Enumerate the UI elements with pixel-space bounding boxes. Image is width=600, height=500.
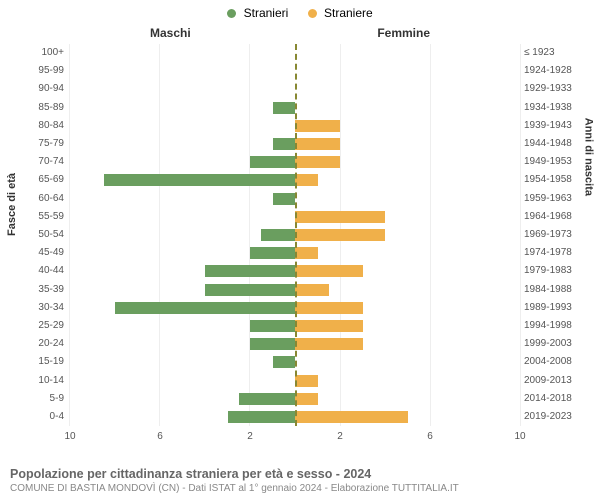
year-label: 2004-2008	[524, 356, 594, 367]
header-male: Maschi	[150, 26, 191, 40]
age-label: 15-19	[14, 356, 64, 367]
year-label: 1934-1938	[524, 102, 594, 113]
year-label: 1964-1968	[524, 211, 594, 222]
bar-male	[273, 138, 296, 150]
bar-male	[273, 102, 296, 114]
year-label: 1994-1998	[524, 320, 594, 331]
age-label: 60-64	[14, 193, 64, 204]
plot-area	[70, 44, 520, 426]
age-label: 75-79	[14, 138, 64, 149]
year-label: ≤ 1923	[524, 47, 594, 58]
age-label: 100+	[14, 47, 64, 58]
age-label: 35-39	[14, 284, 64, 295]
bar-male	[104, 174, 295, 186]
age-label: 50-54	[14, 229, 64, 240]
header-female: Femmine	[377, 26, 430, 40]
bar-female	[295, 138, 340, 150]
age-label: 40-44	[14, 265, 64, 276]
bar-female	[295, 411, 408, 423]
age-label: 95-99	[14, 65, 64, 76]
bar-male	[261, 229, 295, 241]
male-half	[70, 44, 295, 426]
bar-female	[295, 229, 385, 241]
bar-male	[205, 265, 295, 277]
footer: Popolazione per cittadinanza straniera p…	[10, 467, 590, 494]
legend-item-female: Straniere	[308, 6, 373, 20]
legend-dot-female	[308, 9, 317, 18]
year-label: 1969-1973	[524, 229, 594, 240]
legend-item-male: Stranieri	[227, 6, 288, 20]
female-half	[295, 44, 520, 426]
chart-subtitle: COMUNE DI BASTIA MONDOVÌ (CN) - Dati IST…	[10, 483, 590, 494]
age-label: 45-49	[14, 247, 64, 258]
bar-male	[228, 411, 296, 423]
year-label: 1949-1953	[524, 156, 594, 167]
x-tick: 6	[157, 431, 163, 442]
bar-male	[250, 320, 295, 332]
bar-female	[295, 265, 363, 277]
year-label: 1929-1933	[524, 83, 594, 94]
bar-male	[115, 302, 295, 314]
bar-female	[295, 338, 363, 350]
bar-male	[205, 284, 295, 296]
bar-female	[295, 211, 385, 223]
chart-area: Maschi Femmine Fasce di età Anni di nasc…	[0, 26, 600, 456]
x-tick: 2	[337, 431, 343, 442]
age-label: 10-14	[14, 375, 64, 386]
age-label: 80-84	[14, 120, 64, 131]
age-label: 30-34	[14, 302, 64, 313]
year-label: 1999-2003	[524, 338, 594, 349]
year-label: 1974-1978	[524, 247, 594, 258]
legend-label-male: Stranieri	[244, 6, 289, 20]
bar-female	[295, 320, 363, 332]
chart-container: Stranieri Straniere Maschi Femmine Fasce…	[0, 0, 600, 500]
bar-male	[273, 356, 296, 368]
bar-female	[295, 284, 329, 296]
legend: Stranieri Straniere	[0, 0, 600, 26]
year-label: 2014-2018	[524, 393, 594, 404]
age-label: 70-74	[14, 156, 64, 167]
age-label: 65-69	[14, 174, 64, 185]
age-label: 90-94	[14, 83, 64, 94]
year-label: 2019-2023	[524, 411, 594, 422]
bar-male	[250, 156, 295, 168]
bar-female	[295, 156, 340, 168]
bar-female	[295, 174, 318, 186]
age-label: 20-24	[14, 338, 64, 349]
bar-male	[250, 338, 295, 350]
year-label: 1979-1983	[524, 265, 594, 276]
year-label: 1954-1958	[524, 174, 594, 185]
bar-female	[295, 120, 340, 132]
age-label: 85-89	[14, 102, 64, 113]
year-label: 1939-1943	[524, 120, 594, 131]
bar-male	[239, 393, 295, 405]
bar-female	[295, 247, 318, 259]
bar-female	[295, 375, 318, 387]
x-tick: 2	[247, 431, 253, 442]
year-label: 1959-1963	[524, 193, 594, 204]
x-tick: 6	[427, 431, 433, 442]
bar-female	[295, 302, 363, 314]
age-label: 55-59	[14, 211, 64, 222]
x-tick: 10	[514, 431, 525, 442]
legend-dot-male	[227, 9, 236, 18]
chart-title: Popolazione per cittadinanza straniera p…	[10, 467, 590, 481]
legend-label-female: Straniere	[324, 6, 373, 20]
bar-female	[295, 393, 318, 405]
age-label: 0-4	[14, 411, 64, 422]
year-label: 1944-1948	[524, 138, 594, 149]
center-line	[295, 44, 297, 426]
bar-male	[250, 247, 295, 259]
age-label: 25-29	[14, 320, 64, 331]
x-tick: 10	[64, 431, 75, 442]
year-label: 2009-2013	[524, 375, 594, 386]
year-label: 1924-1928	[524, 65, 594, 76]
year-label: 1989-1993	[524, 302, 594, 313]
year-label: 1984-1988	[524, 284, 594, 295]
age-label: 5-9	[14, 393, 64, 404]
bar-male	[273, 193, 296, 205]
